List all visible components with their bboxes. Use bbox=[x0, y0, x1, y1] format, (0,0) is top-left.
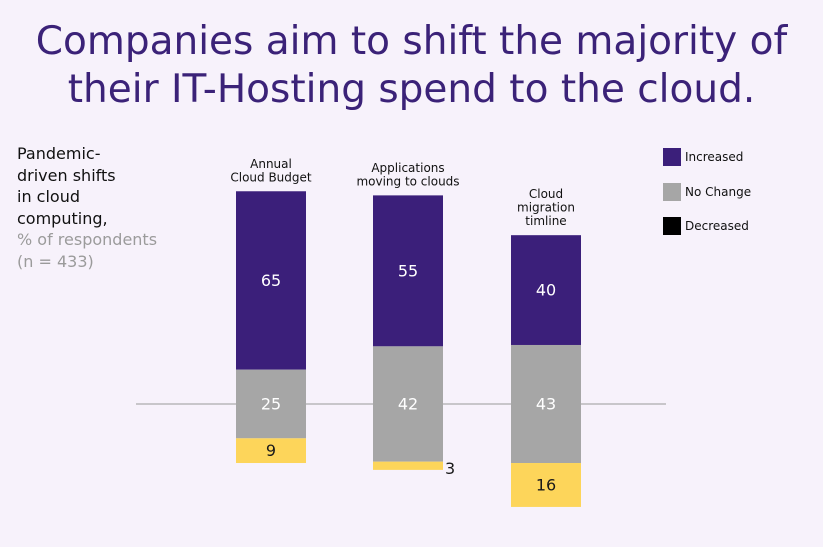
data-label-no-change-0: 25 bbox=[261, 395, 281, 414]
subtitle-unit: % of respondents bbox=[17, 230, 158, 249]
subtitle-line-2: driven shifts bbox=[17, 165, 116, 185]
legend-label-decreased: Decreased bbox=[685, 219, 749, 233]
data-label-no-change-1: 42 bbox=[398, 395, 418, 414]
bar-no-change-0 bbox=[236, 369, 306, 439]
subtitle-line-4: computing, bbox=[17, 208, 108, 228]
legend-item-decreased: Decreased bbox=[663, 217, 749, 235]
bar-decreased-0 bbox=[236, 438, 306, 464]
legend-swatch-no-change bbox=[663, 183, 681, 201]
bar-decreased-1 bbox=[373, 461, 443, 470]
category-label-1-line-1: moving to clouds bbox=[356, 174, 459, 188]
bar-increased-0 bbox=[236, 191, 306, 370]
legend-label-no-change: No Change bbox=[685, 185, 752, 199]
category-label-2-line-2: timline bbox=[525, 214, 566, 228]
data-label-no-change-2: 43 bbox=[536, 395, 556, 414]
subtitle-sample-size: (n = 433) bbox=[17, 251, 94, 271]
chart-title-line-2: their IT-Hosting spend to the cloud. bbox=[67, 67, 756, 112]
category-label-1-line-0: Applications bbox=[371, 161, 444, 175]
chart-title-line-1: Companies aim to shift the majority of bbox=[35, 19, 788, 64]
data-label-increased-2: 40 bbox=[536, 281, 556, 300]
legend-item-increased: Increased bbox=[663, 148, 743, 166]
subtitle-line-3: in cloud bbox=[17, 187, 80, 206]
data-label-decreased-1: 3 bbox=[445, 459, 455, 478]
legend-label-increased: Increased bbox=[685, 150, 744, 164]
category-label-2-line-0: Cloud bbox=[529, 187, 563, 201]
bar-no-change-1 bbox=[373, 346, 443, 462]
bar-decreased-2 bbox=[511, 463, 581, 507]
legend-swatch-increased bbox=[663, 148, 681, 166]
category-label-2-line-1: migration bbox=[517, 201, 575, 215]
category-label-0-line-1: Cloud Budget bbox=[230, 170, 312, 184]
legend-item-no-change: No Change bbox=[663, 183, 751, 201]
bar-increased-2 bbox=[511, 235, 581, 345]
bar-no-change-2 bbox=[511, 344, 581, 464]
legend-swatch-decreased bbox=[663, 217, 681, 235]
bar-increased-1 bbox=[373, 195, 443, 347]
data-label-decreased-2: 16 bbox=[536, 475, 556, 494]
category-label-0-line-0: Annual bbox=[250, 157, 292, 171]
data-label-increased-0: 65 bbox=[261, 271, 281, 290]
data-label-increased-1: 55 bbox=[398, 261, 418, 280]
chart-title: Companies aim to shift the majority of t… bbox=[0, 18, 823, 114]
data-label-decreased-0: 9 bbox=[266, 441, 276, 460]
chart-subtitle: Pandemic- driven shifts in cloud computi… bbox=[17, 143, 177, 272]
subtitle-line-1: Pandemic- bbox=[17, 144, 101, 163]
